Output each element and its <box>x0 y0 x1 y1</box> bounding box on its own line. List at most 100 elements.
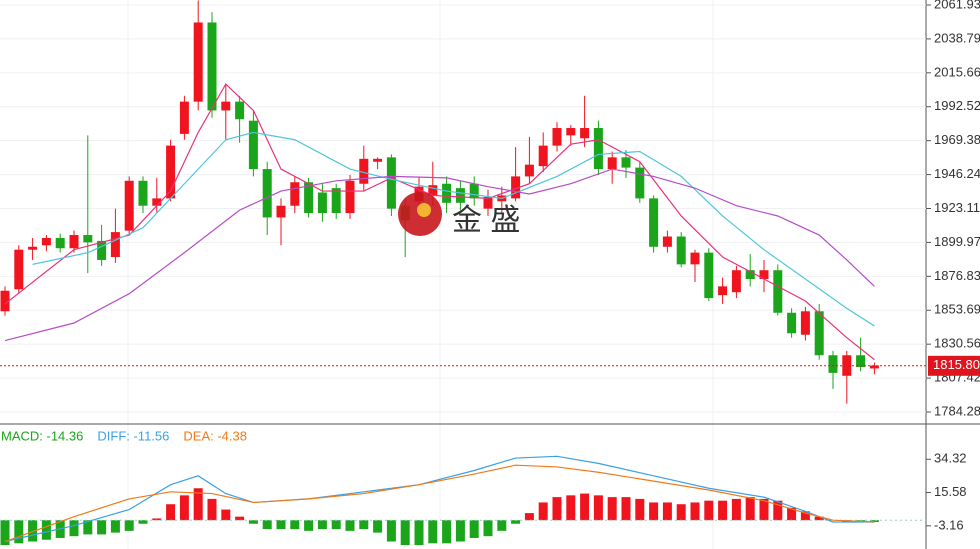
macd-bar <box>580 493 590 521</box>
macd-bar <box>869 520 879 522</box>
macd-bar <box>566 495 576 521</box>
macd-bar <box>538 502 548 521</box>
macd-bar <box>221 509 231 521</box>
macd-bar <box>345 520 355 531</box>
y-tick-label: 1876.83 <box>934 268 980 283</box>
candle-body <box>345 180 355 214</box>
candle-body <box>787 312 797 334</box>
macd-bar <box>607 497 617 521</box>
macd-bar <box>83 520 93 535</box>
macd-bar <box>759 498 769 521</box>
y-tick-label: 1899.97 <box>934 234 980 249</box>
candle-body <box>690 252 700 265</box>
macd-bar <box>497 520 507 531</box>
macd-bar <box>400 520 410 546</box>
legend-entry: DIFF: -11.56 <box>97 428 169 443</box>
candle-body <box>483 196 493 209</box>
candle-body <box>28 246 38 250</box>
candle-body <box>649 198 659 247</box>
y-tick-label: 1969.38 <box>934 132 980 147</box>
candle-body <box>193 22 203 102</box>
macd-bar <box>124 520 134 531</box>
legend-entry: DEA: -4.38 <box>183 428 247 443</box>
macd-bar <box>207 498 217 521</box>
candle-body <box>856 355 866 367</box>
candle-body <box>538 145 548 167</box>
candle-body <box>14 249 24 290</box>
candle-body <box>552 128 562 146</box>
candle-body <box>69 235 79 249</box>
candle-body <box>718 286 728 296</box>
watermark-text: 金 盛 <box>452 204 520 237</box>
candle-body <box>359 158 369 184</box>
y-tick-label: 2038.79 <box>934 30 980 45</box>
candle-body <box>138 180 148 206</box>
macd-bar <box>455 520 465 542</box>
candle-body <box>221 101 231 111</box>
macd-bar <box>14 520 24 544</box>
macd-bar <box>373 520 383 533</box>
candle-body <box>704 252 714 299</box>
candle-body <box>455 188 465 203</box>
logo-dot <box>417 203 431 217</box>
macd-bar <box>276 520 286 530</box>
macd-bar <box>524 513 534 521</box>
candle-body <box>262 169 272 218</box>
macd-bar <box>193 488 203 521</box>
macd-bar <box>662 502 672 521</box>
macd-bar <box>414 520 424 546</box>
candle-body <box>621 157 631 168</box>
y-tick-label: 34.32 <box>934 451 967 466</box>
macd-bar <box>428 520 438 544</box>
macd-bar <box>469 520 479 538</box>
current-price-box <box>928 355 980 376</box>
macd-bar <box>41 520 51 540</box>
candle-body <box>842 355 852 376</box>
macd-bar <box>235 516 245 521</box>
indicator-line <box>4 455 875 543</box>
candle-body <box>773 270 783 313</box>
y-tick-label: 15.58 <box>934 484 967 499</box>
candle-body <box>0 290 10 312</box>
candle-body <box>304 182 314 214</box>
candle-body <box>442 183 452 203</box>
candle-body <box>469 183 479 199</box>
macd-bar <box>621 497 631 521</box>
y-tick-label: 2061.93 <box>934 0 980 11</box>
candle-body <box>386 157 396 209</box>
y-tick-label: 1992.52 <box>934 98 980 113</box>
candle-body <box>607 157 617 170</box>
macd-bar <box>110 520 120 533</box>
candle-body <box>869 365 879 369</box>
candle-body <box>800 311 810 335</box>
macd-bar <box>442 520 452 544</box>
y-tick-label: 1923.11 <box>934 200 980 215</box>
macd-bar <box>317 520 327 530</box>
candle-body <box>55 237 65 249</box>
candle-body <box>276 205 286 218</box>
macd-bar <box>787 507 797 521</box>
candle-body <box>290 182 300 206</box>
candle-body <box>511 176 521 199</box>
candle-body <box>110 232 120 258</box>
y-tick-label: -3.16 <box>934 517 964 532</box>
candle-body <box>331 188 341 214</box>
candle-body <box>373 158 383 162</box>
candle-body <box>593 128 603 170</box>
macd-bar <box>152 518 162 521</box>
macd-bar <box>552 497 562 521</box>
macd-bar <box>290 520 300 530</box>
candle-body <box>124 180 134 231</box>
macd-bar <box>483 520 493 537</box>
y-tick-label: 1830.56 <box>934 336 980 351</box>
candle-body <box>759 270 769 280</box>
candle-body <box>731 270 741 293</box>
indicator-line <box>32 131 875 327</box>
macd-bar <box>718 500 728 521</box>
macd-bar <box>690 502 700 521</box>
macd-bar <box>331 520 341 530</box>
macd-bar <box>304 520 314 531</box>
candle-body <box>580 128 590 139</box>
candle-body <box>428 185 438 196</box>
